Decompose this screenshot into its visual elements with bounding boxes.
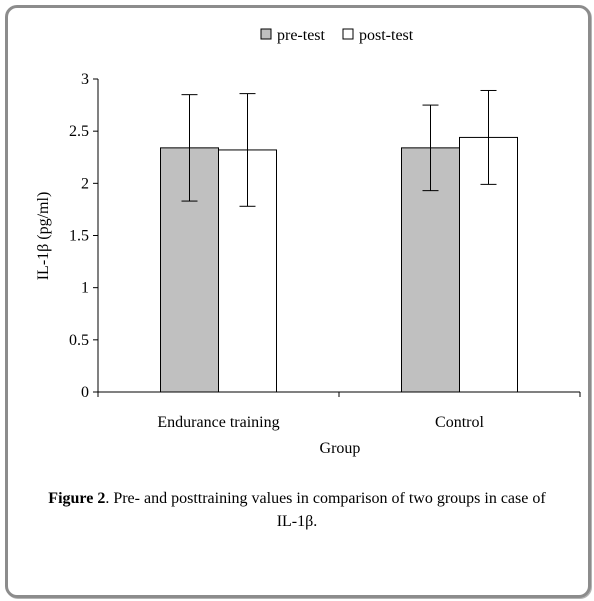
legend-swatch	[260, 28, 272, 40]
x-axis: Endurance training Control	[97, 391, 581, 431]
y-tick-label: 0.5	[69, 332, 89, 349]
y-tick-label: 1	[81, 280, 89, 297]
x-axis-title: Group	[320, 440, 361, 457]
legend-label: pre-test	[277, 27, 326, 44]
bars	[160, 89, 518, 393]
y-tick-label: 0	[81, 384, 89, 401]
legend-label: post-test	[359, 27, 414, 44]
x-category-label: Control	[435, 414, 484, 431]
figure-caption: Figure 2. Pre- and posttraining values i…	[40, 487, 554, 533]
y-tick-label: 1.5	[69, 228, 89, 245]
legend-swatch	[342, 28, 354, 40]
caption-text: . Pre- and posttraining values in compar…	[105, 490, 546, 530]
y-axis-title: IL-1β (pg/ml)	[35, 192, 52, 281]
legend: pre-test post-test	[260, 27, 414, 44]
y-tick-label: 2.5	[69, 123, 89, 140]
y-tick-label: 2	[81, 175, 89, 192]
y-axis: 0 0.5 1 1.5 2 2.5 3	[69, 71, 99, 401]
x-category-label: Endurance training	[157, 414, 279, 431]
y-tick-label: 3	[81, 71, 89, 88]
caption-label: Figure 2	[48, 490, 106, 507]
